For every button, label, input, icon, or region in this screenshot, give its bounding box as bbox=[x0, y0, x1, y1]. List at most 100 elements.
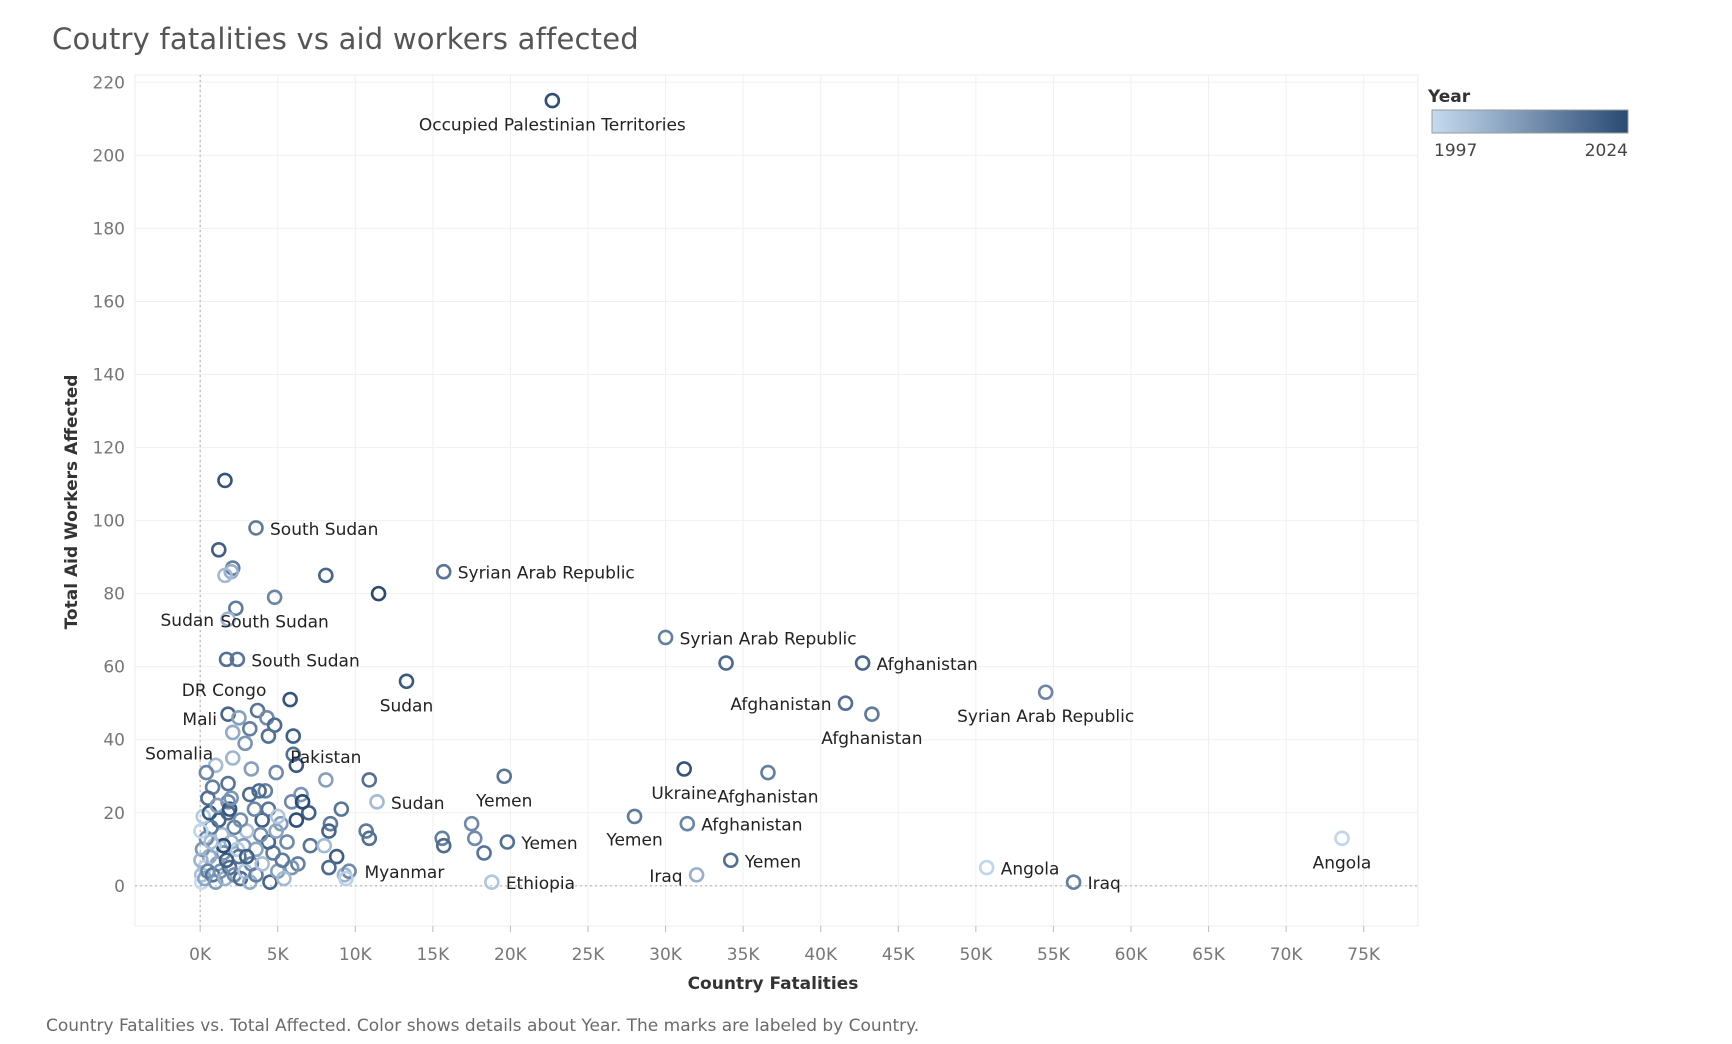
data-point bbox=[333, 801, 350, 817]
data-point bbox=[249, 702, 266, 719]
x-tick-label: 55K bbox=[1037, 945, 1071, 965]
point-label: Sudan bbox=[391, 794, 445, 814]
point-label: Somalia bbox=[145, 744, 213, 764]
x-tick-labels: 0K 5K 10K 15K 20K 25K 30K 35K 40K 45K 50K 55K 60K 65K… bbox=[189, 945, 1381, 965]
point-label: Mali bbox=[182, 710, 217, 730]
point-label: Syrian Arab Republic bbox=[957, 707, 1134, 727]
x-tick-label: 45K bbox=[882, 945, 916, 965]
data-point bbox=[229, 651, 246, 668]
data-point bbox=[676, 761, 692, 777]
legend-min-label: 1997 bbox=[1434, 141, 1477, 161]
data-point bbox=[242, 786, 258, 803]
point-label: Angola bbox=[1001, 860, 1060, 880]
data-point bbox=[688, 867, 705, 883]
data-point bbox=[221, 801, 238, 817]
y-tick-label: 60 bbox=[103, 658, 125, 678]
data-point bbox=[496, 768, 513, 785]
data-point bbox=[293, 786, 309, 803]
point-label: Myanmar bbox=[364, 863, 444, 883]
data-point bbox=[476, 845, 492, 861]
data-point bbox=[224, 750, 241, 766]
point-label: Ethiopia bbox=[506, 874, 575, 894]
x-tick-label: 30K bbox=[649, 945, 683, 965]
data-point bbox=[260, 728, 277, 744]
data-point bbox=[288, 757, 305, 774]
data-point bbox=[978, 859, 995, 876]
data-point bbox=[718, 655, 734, 671]
data-point bbox=[854, 655, 871, 671]
y-axis-title: Total Aid Workers Affected bbox=[62, 375, 82, 630]
data-point bbox=[198, 764, 215, 781]
data-point bbox=[321, 859, 337, 876]
color-legend: Year 1997 2024 bbox=[1427, 87, 1629, 161]
data-point bbox=[218, 651, 235, 668]
x-tick-label: 60K bbox=[1115, 945, 1149, 965]
data-point bbox=[435, 837, 452, 854]
data-point bbox=[864, 706, 880, 722]
data-point bbox=[626, 808, 643, 825]
data-point bbox=[268, 823, 284, 839]
y-tick-label: 180 bbox=[93, 219, 125, 239]
point-label: DR Congo bbox=[182, 681, 267, 701]
point-label: Afghanistan bbox=[701, 816, 802, 836]
x-tick-label: 25K bbox=[572, 945, 606, 965]
data-point bbox=[370, 585, 387, 602]
data-point bbox=[760, 764, 776, 781]
data-point bbox=[484, 874, 500, 890]
point-label: Occupied Palestinian Territories bbox=[419, 116, 686, 136]
data-point bbox=[207, 757, 224, 774]
data-point bbox=[279, 834, 295, 850]
data-point bbox=[318, 567, 334, 584]
data-point bbox=[1334, 830, 1350, 847]
data-point bbox=[285, 728, 302, 744]
data-point bbox=[283, 859, 300, 876]
data-point bbox=[268, 764, 284, 781]
x-tick-label: 10K bbox=[339, 945, 373, 965]
data-point bbox=[193, 852, 209, 869]
data-point bbox=[398, 673, 415, 690]
data-point bbox=[274, 852, 291, 869]
data-point bbox=[229, 841, 246, 858]
data-point bbox=[435, 563, 452, 580]
data-point bbox=[232, 812, 249, 828]
y-tick-label: 80 bbox=[103, 585, 125, 605]
data-point bbox=[361, 772, 378, 788]
data-point bbox=[434, 830, 450, 847]
data-point bbox=[210, 542, 227, 558]
point-label: Sudan bbox=[161, 611, 215, 631]
point-label: Afghanistan bbox=[821, 729, 922, 749]
data-point bbox=[328, 848, 345, 865]
data-point bbox=[321, 823, 337, 839]
data-point bbox=[466, 830, 483, 847]
data-point bbox=[316, 837, 333, 854]
point-label: Afghanistan bbox=[717, 788, 818, 808]
data-point bbox=[338, 870, 354, 887]
data-point bbox=[200, 790, 216, 806]
point-label: Ukraine bbox=[651, 784, 717, 804]
data-point bbox=[361, 830, 378, 847]
x-axis-title: Country Fatalities bbox=[688, 974, 859, 994]
chart-caption: Country Fatalities vs. Total Affected. C… bbox=[46, 1016, 920, 1036]
y-tick-label: 200 bbox=[93, 146, 125, 166]
data-point bbox=[237, 735, 253, 752]
data-point bbox=[269, 808, 286, 825]
data-point bbox=[259, 710, 275, 726]
data-point bbox=[463, 815, 480, 832]
data-point bbox=[1065, 874, 1082, 890]
data-point bbox=[544, 92, 561, 109]
data-point bbox=[220, 775, 236, 792]
point-label: Iraq bbox=[649, 867, 682, 887]
x-tick-label: 35K bbox=[727, 945, 761, 965]
point-label: Yemen bbox=[475, 791, 532, 811]
data-point bbox=[294, 794, 311, 810]
data-point bbox=[203, 834, 219, 850]
x-tick-label: 20K bbox=[494, 945, 528, 965]
data-point bbox=[288, 812, 305, 828]
point-label: Angola bbox=[1313, 853, 1372, 873]
data-point bbox=[228, 600, 244, 617]
data-point bbox=[283, 794, 300, 810]
data-point bbox=[218, 852, 235, 869]
data-point bbox=[260, 801, 277, 817]
zero-reference-lines bbox=[135, 75, 1418, 926]
x-tick-label: 65K bbox=[1192, 945, 1226, 965]
